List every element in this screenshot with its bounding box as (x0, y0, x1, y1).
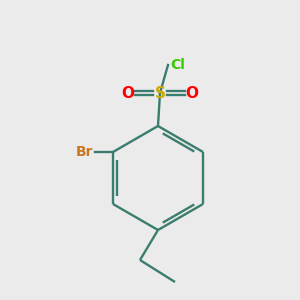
Text: Cl: Cl (170, 58, 185, 72)
Text: Br: Br (76, 145, 93, 159)
Text: O: O (185, 85, 199, 100)
Text: O: O (122, 85, 134, 100)
Text: S: S (154, 85, 166, 100)
